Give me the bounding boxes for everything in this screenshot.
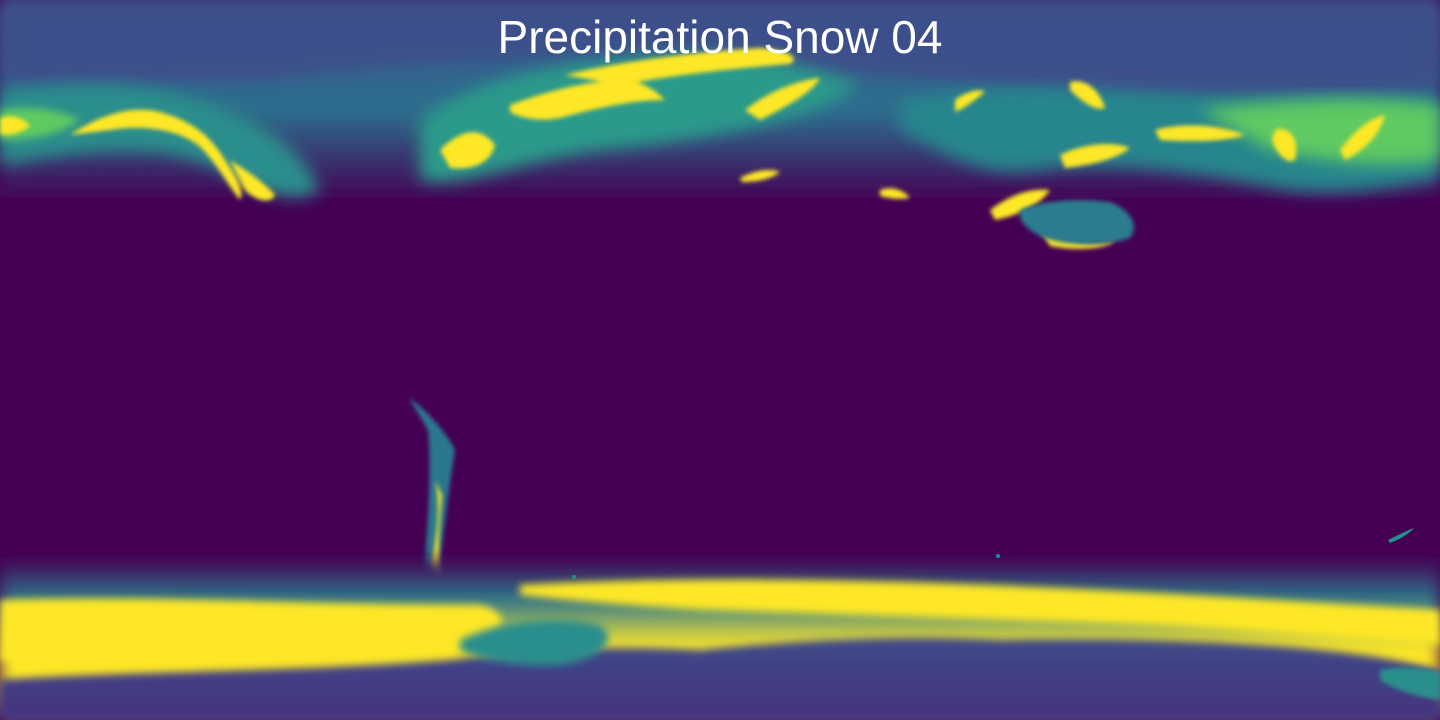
northern-high-snowfall [0,48,1385,249]
northern-snow-band [0,0,1440,200]
antarctica-interior [0,620,1440,720]
tibetan-plateau [1019,200,1134,245]
small-islands [572,528,1414,579]
andes-snowfall [410,398,455,582]
map-title: Precipitation Snow 04 [497,11,943,63]
